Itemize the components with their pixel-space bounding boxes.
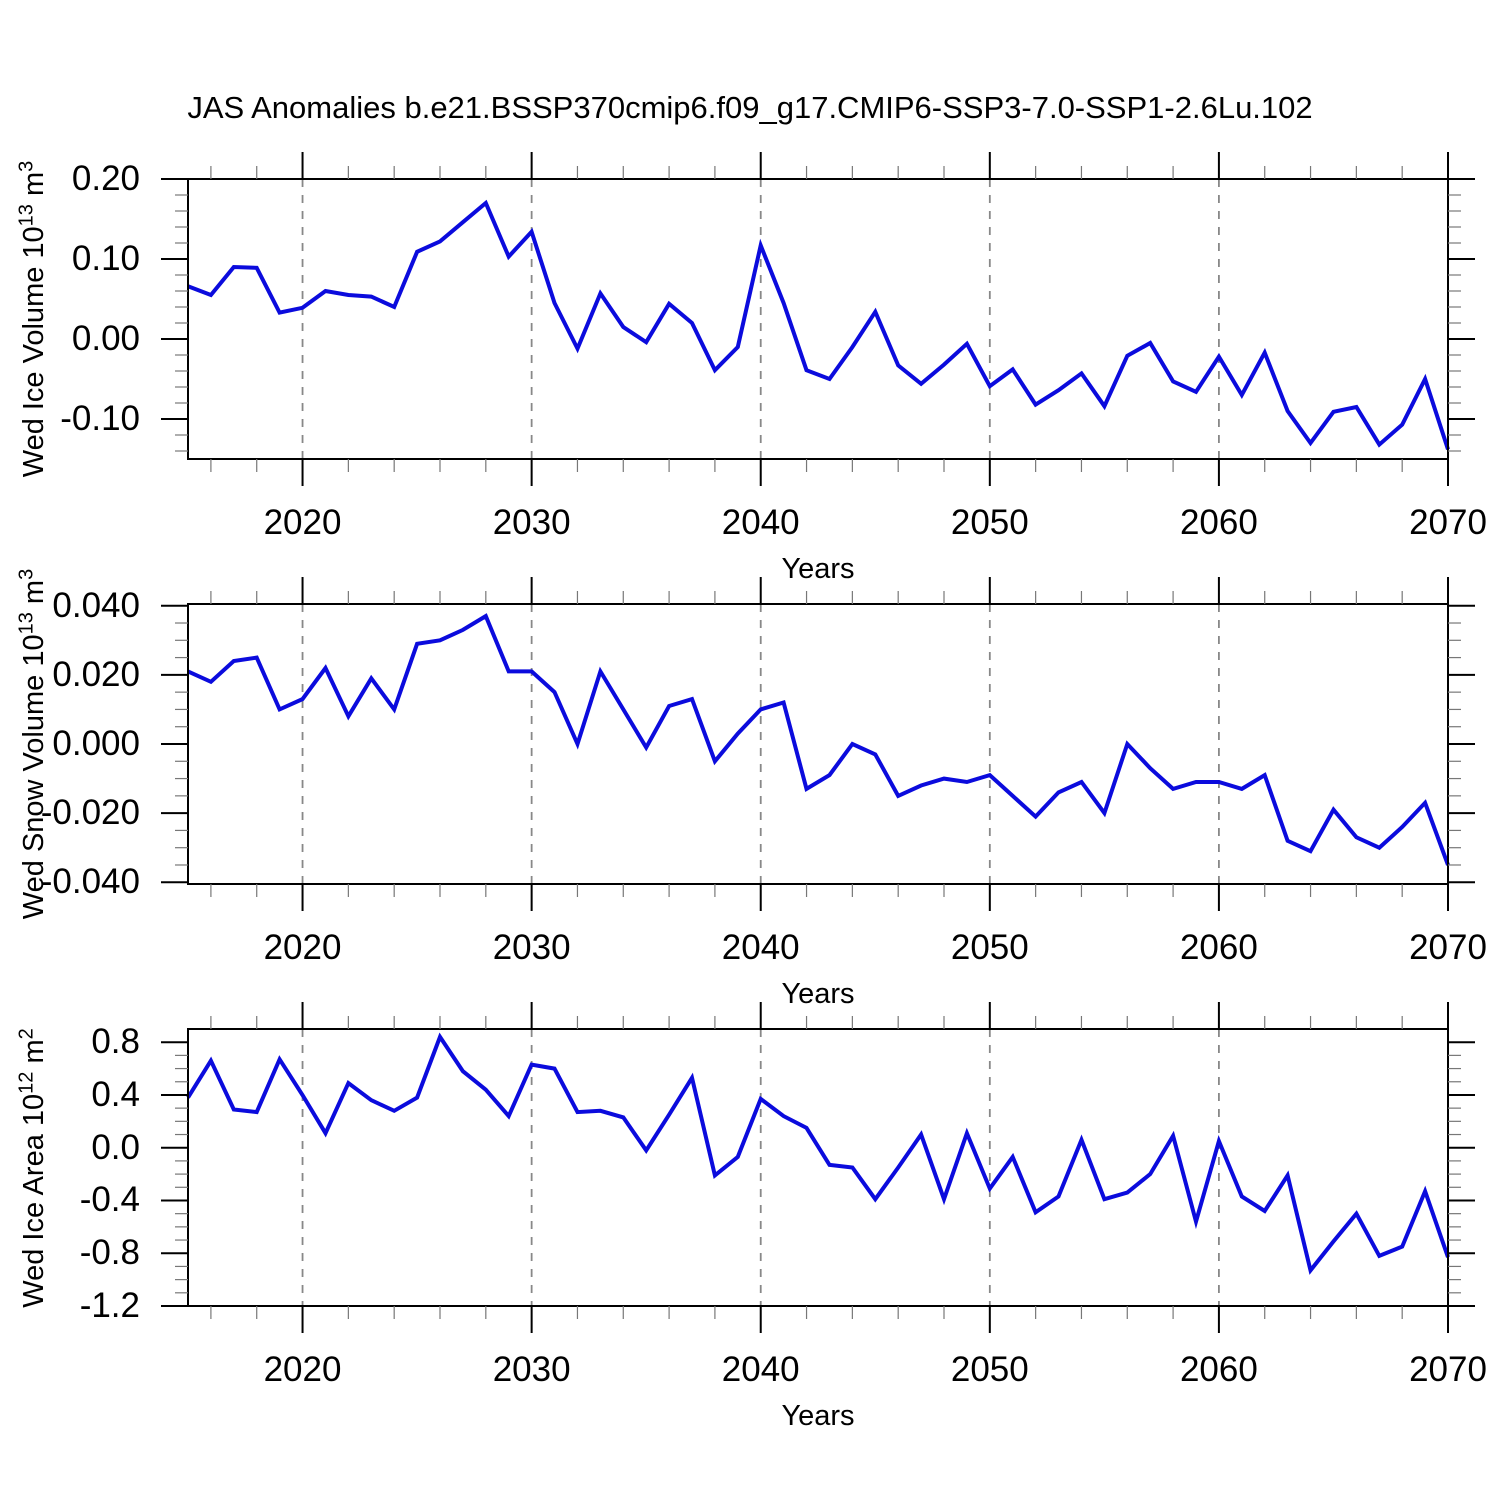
y-tick-label-0.000: 0.000 [52, 724, 140, 763]
y-axis-title-text: m [18, 579, 50, 613]
x-tick-label-2060: 2060 [1179, 1350, 1258, 1389]
data-line-wed-ice-volume [187, 199, 1450, 451]
y-tick-label-0.4: 0.4 [91, 1074, 140, 1114]
y-tick-label-0.00: 0.00 [71, 319, 140, 358]
y-axis-title-superscript: 3 [15, 160, 38, 172]
y-tick-label-0.020: 0.020 [52, 654, 140, 694]
chart-title: JAS Anomalies b.e21.BSSP370cmip6.f09_g17… [187, 90, 1313, 125]
y-tick-label--1.2: -1.2 [79, 1286, 140, 1325]
y-axis-title-text: Wed Snow Volume 10 [18, 634, 50, 920]
x-tick-label-2060: 2060 [1179, 928, 1258, 967]
y-axis-title-superscript: 3 [15, 568, 38, 580]
x-tick-label-2050: 2050 [950, 1350, 1029, 1389]
y-tick-label-0.10: 0.10 [71, 239, 140, 278]
y-tick-label--0.040: -0.040 [40, 862, 140, 902]
x-tick-label-2050: 2050 [950, 503, 1029, 542]
x-tick-label-2030: 2030 [492, 928, 571, 967]
y-tick-label--0.4: -0.4 [79, 1180, 140, 1220]
x-tick-label-2070: 2070 [1409, 1350, 1487, 1389]
x-tick-label-2020: 2020 [263, 503, 342, 542]
y-tick-label-0.0: 0.0 [91, 1127, 140, 1167]
x-tick-label-2070: 2070 [1409, 503, 1487, 542]
x-tick-label-2020: 2020 [263, 1350, 342, 1389]
x-tick-label-2030: 2030 [492, 1350, 571, 1389]
x-tick-label-2050: 2050 [950, 928, 1029, 967]
y-axis-title-superscript: 2 [15, 1027, 38, 1039]
y-tick-label--0.10: -0.10 [60, 399, 140, 438]
x-tick-label-2060: 2060 [1179, 503, 1258, 542]
y-axis-title-text: Wed Ice Area 10 [18, 1093, 50, 1308]
y-axis-title-text: m [18, 171, 50, 205]
y-axis-title-wed-ice-area: Wed Ice Area 1012 m2 [14, 718, 54, 1500]
y-tick-label-0.20: 0.20 [71, 159, 140, 198]
x-tick-label-2070: 2070 [1409, 928, 1487, 967]
y-tick-label--0.020: -0.020 [40, 793, 140, 833]
data-line-wed-ice-area [186, 1032, 1450, 1275]
data-line-wed-snow-volume [187, 613, 1450, 866]
x-tick-label-2040: 2040 [721, 928, 800, 967]
y-axis-title-superscript: 13 [15, 204, 38, 227]
y-axis-title-superscript: 13 [15, 612, 38, 635]
y-axis-title-wed-snow-volume: Wed Snow Volume 1013 m3 [14, 294, 54, 1194]
y-tick-label--0.8: -0.8 [79, 1233, 140, 1273]
x-axis-title: Years [781, 978, 855, 1010]
y-axis-title-superscript: 12 [15, 1071, 38, 1094]
plot-frame [187, 1028, 1449, 1307]
y-axis-title-text: m [18, 1038, 50, 1072]
x-tick-label-2040: 2040 [721, 503, 800, 542]
x-tick-label-2040: 2040 [721, 1350, 800, 1389]
y-tick-label-0.8: 0.8 [91, 1022, 140, 1062]
plot-frame [187, 178, 1449, 460]
y-axis-title-text: Wed Ice Volume 10 [18, 226, 50, 478]
x-axis-title: Years [781, 553, 855, 585]
x-axis-title: Years [781, 1400, 855, 1432]
y-tick-label-0.040: 0.040 [52, 585, 140, 625]
plot-frame [187, 603, 1449, 885]
x-tick-label-2030: 2030 [492, 503, 571, 542]
x-tick-label-2020: 2020 [263, 928, 342, 967]
